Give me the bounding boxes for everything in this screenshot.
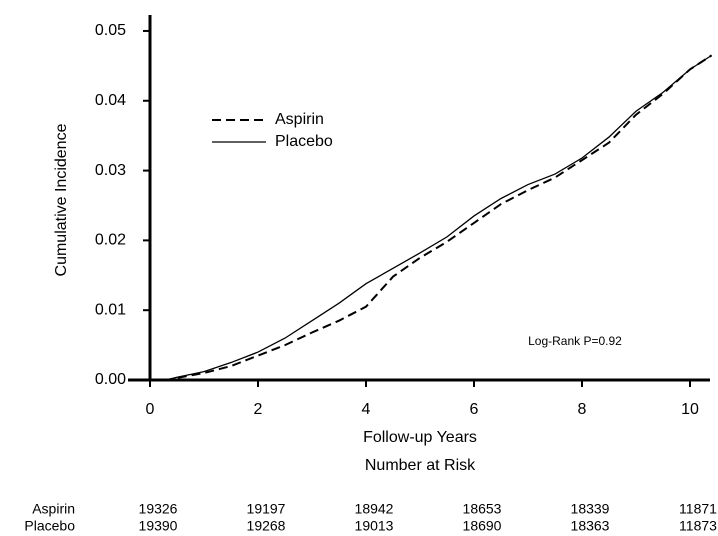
x-axis-title: Follow-up Years: [363, 429, 477, 446]
y-tick-label: 0.01: [95, 301, 126, 318]
x-tick-label: 8: [578, 401, 587, 418]
series-line: [150, 54, 712, 381]
risk-count: 19268: [247, 518, 286, 534]
risk-count: 18363: [571, 518, 610, 534]
y-tick-label: 0.02: [95, 232, 126, 249]
risk-count: 19390: [139, 518, 178, 534]
legend-label: Placebo: [275, 133, 333, 150]
x-tick-label: 4: [362, 401, 371, 418]
y-tick-label: 0.05: [95, 22, 126, 39]
legend-label: Aspirin: [275, 111, 324, 128]
risk-count: 18653: [463, 501, 502, 517]
risk-count: 18690: [463, 518, 502, 534]
x-tick-label: 6: [470, 401, 479, 418]
risk-count: 18339: [571, 501, 610, 517]
risk-row-label: Placebo: [24, 518, 75, 534]
y-axis-title: Cumulative Incidence: [53, 123, 70, 276]
risk-row-label: Aspirin: [32, 501, 75, 517]
risk-count: 11873: [679, 518, 717, 534]
y-tick-label: 0.00: [95, 371, 126, 388]
y-tick-label: 0.03: [95, 162, 126, 179]
risk-count: 19326: [139, 501, 178, 517]
risk-count: 11871: [679, 501, 717, 517]
annotation: Log-Rank P=0.92: [528, 334, 622, 348]
risk-table-title: Number at Risk: [365, 457, 476, 474]
x-tick-label: 10: [681, 401, 699, 418]
risk-count: 18942: [355, 501, 394, 517]
risk-count: 19197: [247, 501, 286, 517]
risk-count: 19013: [355, 518, 394, 534]
series-line: [150, 54, 713, 381]
x-tick-label: 0: [146, 401, 155, 418]
x-tick-label: 2: [254, 401, 263, 418]
y-tick-label: 0.04: [95, 92, 126, 109]
